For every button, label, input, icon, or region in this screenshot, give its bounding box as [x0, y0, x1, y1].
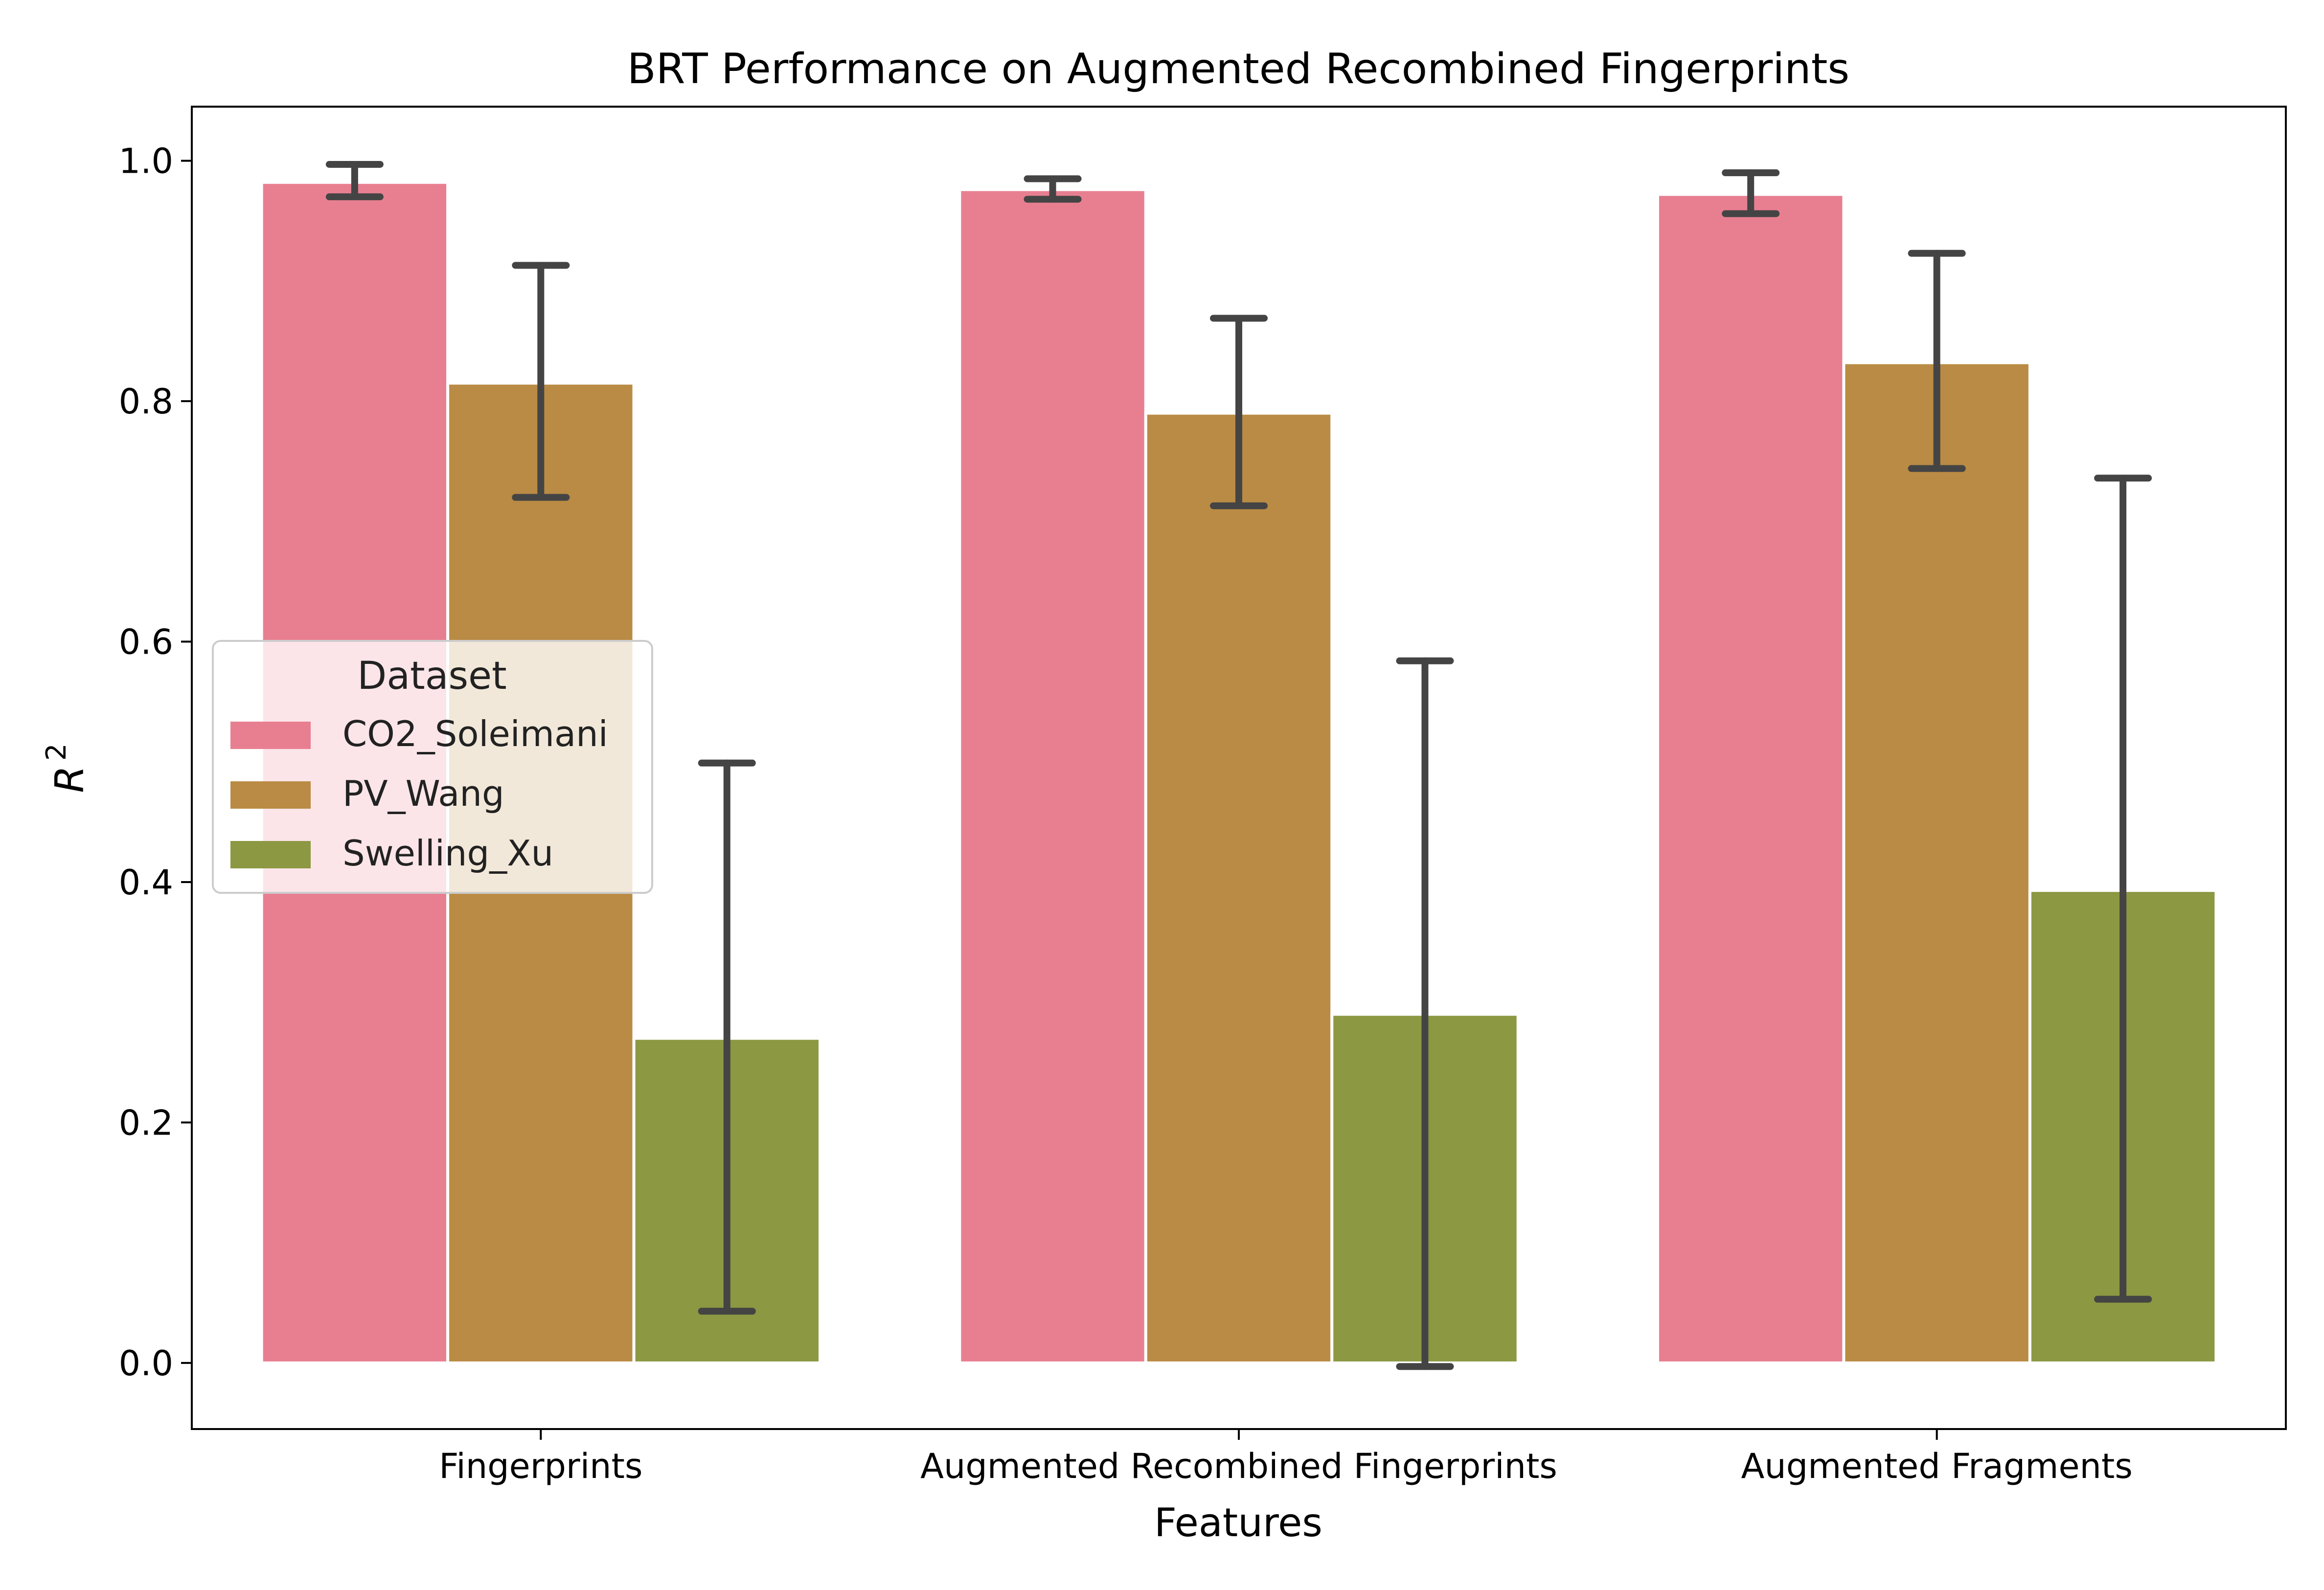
- legend-entry-label: Swelling_Xu: [342, 833, 553, 874]
- plot-area: [260, 160, 2218, 1370]
- legend-title: Dataset: [357, 654, 506, 698]
- legend: Dataset CO2_Soleimani PV_Wang Swelling_Xu: [212, 640, 653, 894]
- y-tick-label: 0.6: [119, 622, 173, 662]
- svg-text:R2: R2: [41, 743, 92, 793]
- legend-swatch: [230, 781, 311, 809]
- legend-swatch: [230, 841, 311, 868]
- legend-entry-label: CO2_Soleimani: [342, 713, 608, 754]
- x-axis: Fingerprints Augmented Recombined Fingerp…: [439, 1429, 2133, 1486]
- x-axis-label: Features: [1154, 1500, 1322, 1545]
- y-tick-label: 0.0: [119, 1343, 173, 1384]
- y-tick-label: 1.0: [119, 141, 173, 182]
- legend-box: [212, 640, 653, 894]
- y-tick-label: 0.8: [119, 382, 173, 422]
- y-axis-label: R2: [41, 743, 92, 793]
- bar: [958, 188, 1147, 1364]
- legend-swatch: [230, 722, 311, 749]
- y-axis: 0.0 0.2 0.4 0.6 0.8 1.0: [119, 141, 192, 1384]
- bar: [1842, 361, 2031, 1364]
- y-axis-label-base: R: [47, 766, 92, 793]
- legend-entry-label: PV_Wang: [342, 773, 504, 814]
- x-tick-label: Augmented Fragments: [1741, 1446, 2133, 1486]
- y-tick-label: 0.2: [119, 1103, 173, 1143]
- y-axis-label-superscript: 2: [41, 743, 72, 761]
- bar: [1144, 411, 1334, 1364]
- bar: [1656, 193, 1846, 1364]
- x-tick-label: Augmented Recombined Fingerprints: [920, 1446, 1557, 1486]
- y-tick-label: 0.4: [119, 863, 173, 903]
- chart-title: BRT Performance on Augmented Recombined …: [627, 45, 1849, 93]
- x-tick-label: Fingerprints: [439, 1446, 642, 1486]
